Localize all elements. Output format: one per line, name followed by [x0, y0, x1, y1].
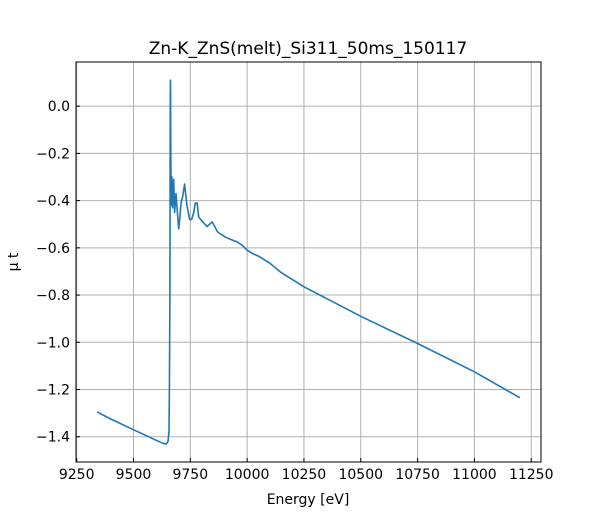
x-tick-label: 10500 [338, 467, 383, 483]
y-tick-label: −1.2 [36, 383, 70, 399]
y-tick-label: 0.0 [48, 99, 70, 115]
series-line [96, 79, 521, 445]
x-tick-label: 9250 [59, 467, 95, 483]
x-tick-label: 10250 [282, 467, 327, 483]
x-tick-label: 11000 [452, 467, 497, 483]
x-tick-label: 10750 [395, 467, 440, 483]
series-layer [96, 79, 521, 445]
x-tick-label: 11250 [509, 467, 554, 483]
x-axis-label: Energy [eV] [267, 492, 350, 508]
y-axis-label: μ t [6, 252, 22, 271]
y-tick-label: −0.6 [36, 241, 70, 257]
y-tick-label: −0.2 [36, 146, 70, 162]
ticks: 9250 9500 9750 10000 10250 10500 10750 11000 112… [36, 99, 554, 483]
y-tick-label: −1.4 [36, 430, 70, 446]
y-tick-label: −1.0 [36, 335, 70, 351]
x-tick-label: 10000 [225, 467, 270, 483]
y-tick-label: −0.4 [36, 194, 70, 210]
axes-frame [75, 61, 542, 463]
x-tick-label: 9750 [172, 467, 208, 483]
grid [76, 62, 541, 462]
chart-title: Zn-K_ZnS(melt)_Si311_50ms_150117 [149, 39, 468, 59]
y-tick-label: −0.8 [36, 288, 70, 304]
x-tick-label: 9500 [116, 467, 152, 483]
